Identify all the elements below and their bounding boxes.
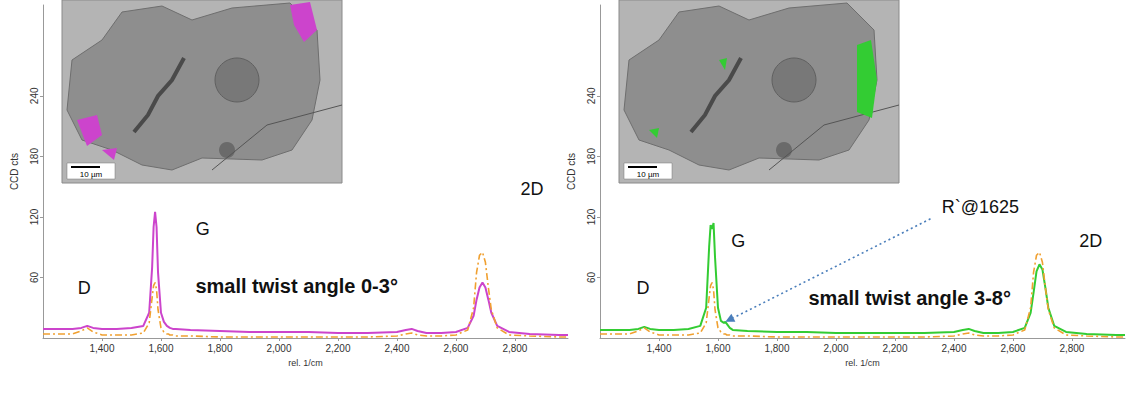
svg-text:2,200: 2,200 [325, 343, 350, 354]
svg-text:2,800: 2,800 [502, 343, 527, 354]
svg-text:R`@1625: R`@1625 [942, 197, 1019, 217]
svg-text:240: 240 [586, 87, 597, 104]
svg-text:2D: 2D [1079, 231, 1102, 251]
svg-text:2,400: 2,400 [384, 343, 409, 354]
svg-text:1,400: 1,400 [646, 343, 671, 354]
svg-text:1,800: 1,800 [207, 343, 232, 354]
svg-text:D: D [637, 278, 650, 298]
svg-text:180: 180 [586, 148, 597, 165]
svg-text:1,400: 1,400 [89, 343, 114, 354]
svg-text:D: D [78, 278, 91, 298]
svg-text:small twist angle 0-3°: small twist angle 0-3° [195, 275, 398, 297]
svg-text:1,600: 1,600 [705, 343, 730, 354]
svg-text:1,800: 1,800 [764, 343, 789, 354]
svg-text:240: 240 [29, 87, 40, 104]
svg-text:120: 120 [29, 208, 40, 225]
svg-text:rel. 1/cm: rel. 1/cm [288, 358, 323, 368]
svg-text:2,600: 2,600 [443, 343, 468, 354]
svg-text:2D: 2D [521, 179, 544, 199]
svg-text:2,200: 2,200 [882, 343, 907, 354]
svg-text:2,000: 2,000 [823, 343, 848, 354]
svg-text:2,400: 2,400 [941, 343, 966, 354]
svg-text:60: 60 [29, 271, 40, 283]
svg-text:CCD cts: CCD cts [9, 153, 20, 190]
svg-text:G: G [196, 219, 210, 239]
svg-text:small twist angle 3-8°: small twist angle 3-8° [808, 287, 1011, 309]
svg-text:2,600: 2,600 [1000, 343, 1025, 354]
svg-text:10 µm: 10 µm [80, 170, 103, 179]
svg-text:10 µm: 10 µm [637, 170, 660, 179]
svg-text:rel. 1/cm: rel. 1/cm [845, 358, 880, 368]
svg-text:180: 180 [29, 148, 40, 165]
svg-text:CCD cts: CCD cts [566, 153, 577, 190]
svg-text:1,600: 1,600 [148, 343, 173, 354]
svg-text:60: 60 [586, 271, 597, 283]
svg-text:120: 120 [586, 208, 597, 225]
svg-text:2,800: 2,800 [1059, 343, 1084, 354]
svg-text:2,000: 2,000 [266, 343, 291, 354]
svg-text:G: G [731, 231, 745, 251]
